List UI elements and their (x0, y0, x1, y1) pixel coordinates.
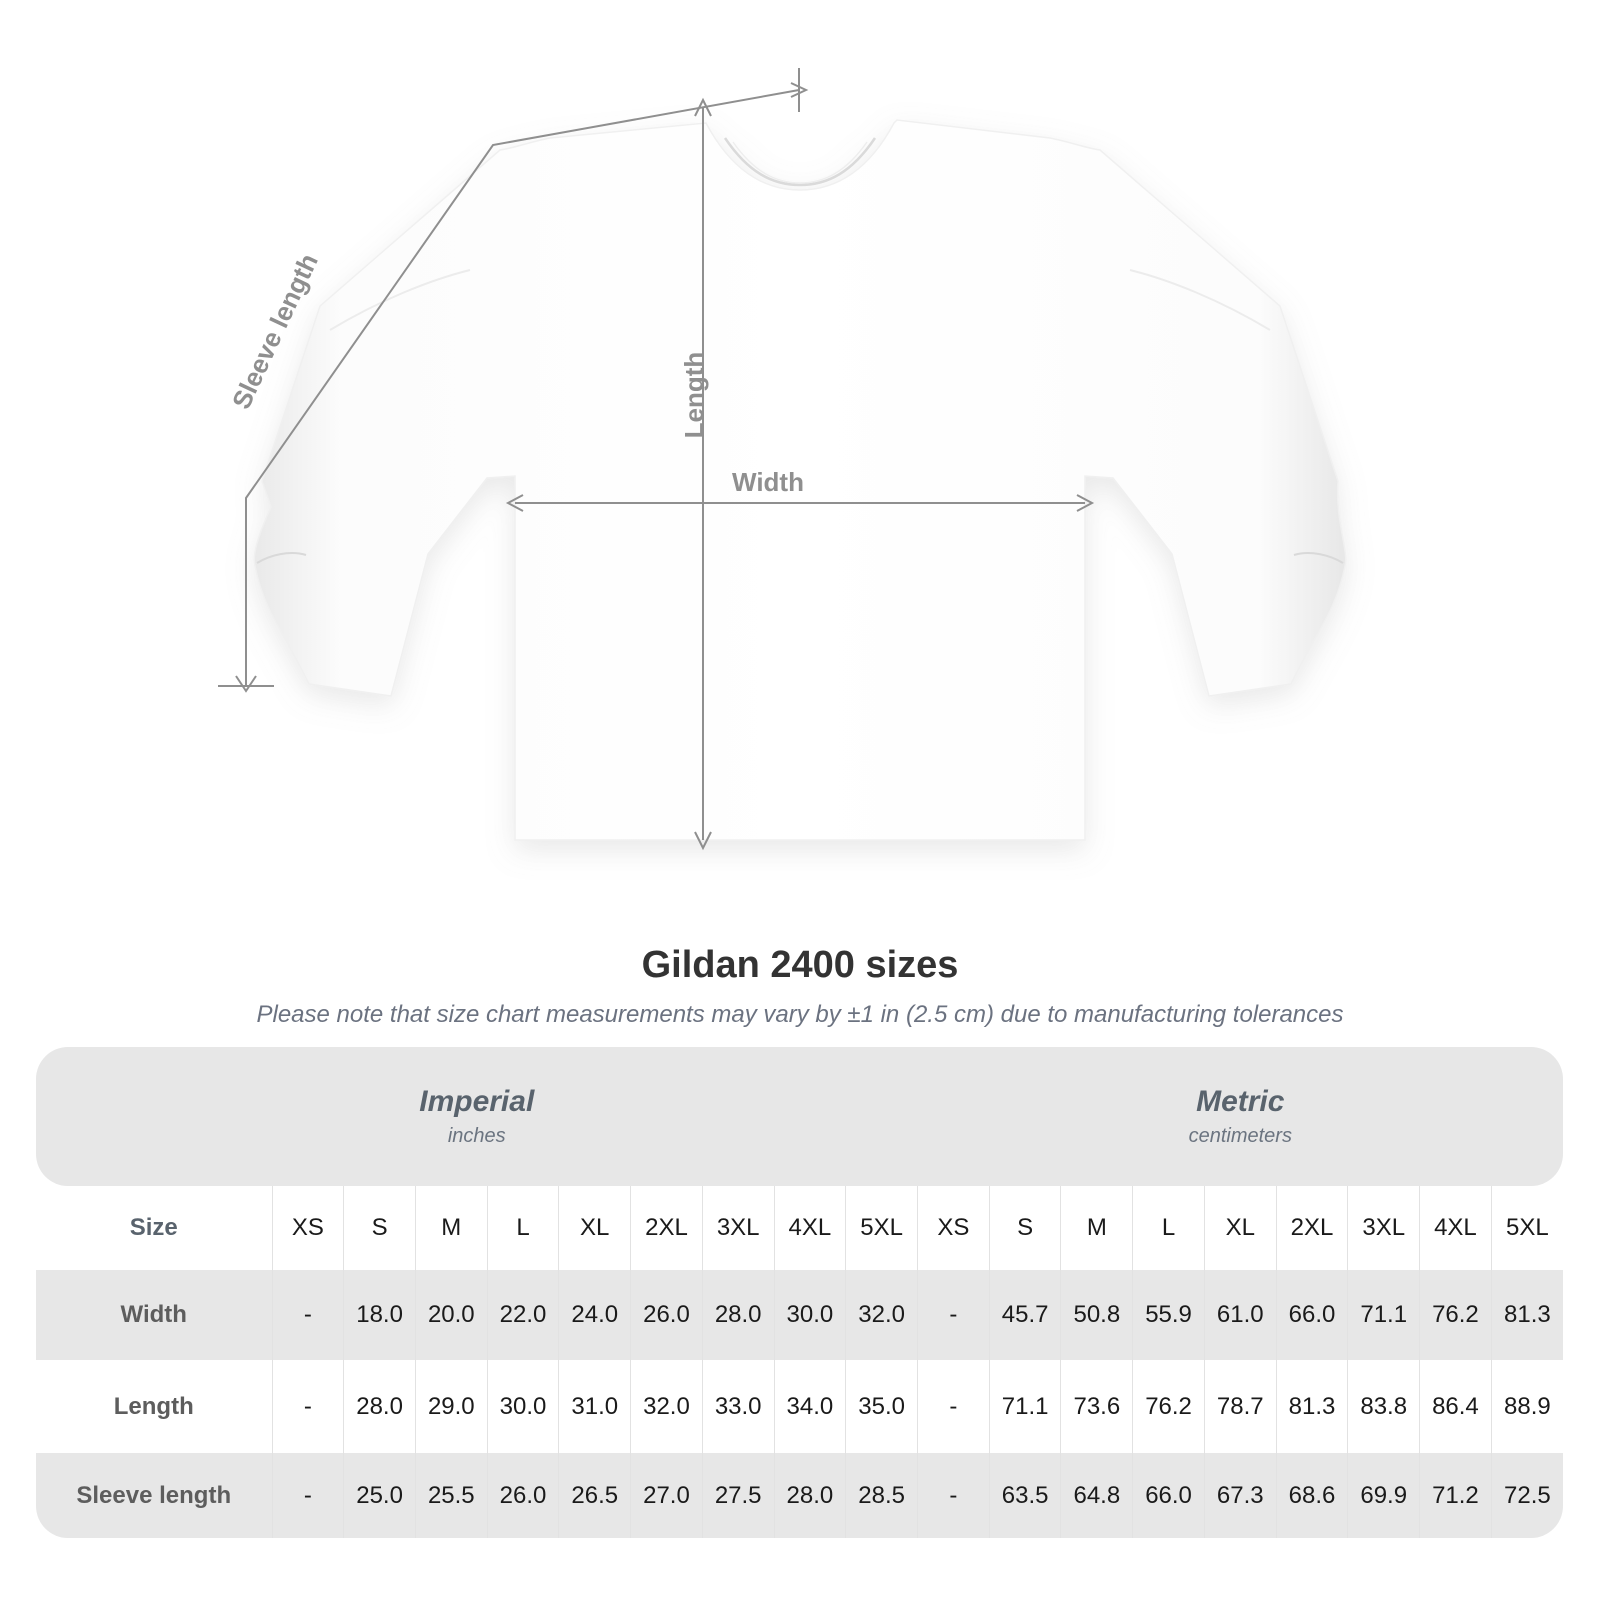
svg-text:Width: Width (732, 467, 804, 497)
svg-text:Length: Length (679, 352, 709, 439)
